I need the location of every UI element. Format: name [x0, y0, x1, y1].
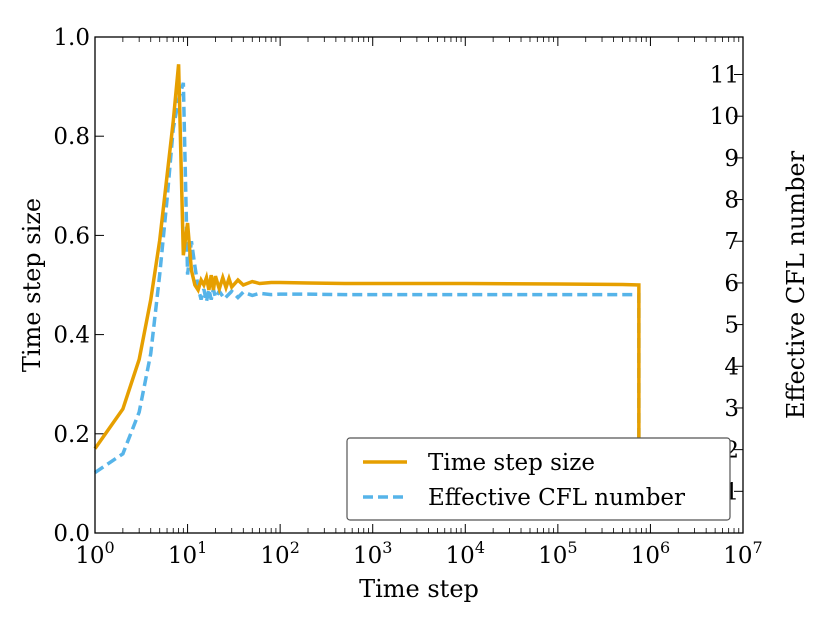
y-tick-label: 0.4 — [53, 323, 90, 349]
x-tick-labels: 100 101 102 103 104 105 106 107 — [75, 538, 762, 569]
y2-tick-label: 10 — [710, 104, 739, 130]
y2-tick-label: 5 — [724, 313, 739, 339]
legend-label-effective-cfl-number: Effective CFL number — [428, 485, 685, 511]
y2-tick-label: 11 — [710, 63, 739, 89]
legend-box — [346, 437, 731, 521]
y-tick-label: 0.6 — [53, 223, 90, 249]
y-axis-label: Time step size — [18, 198, 46, 372]
x-tick-label: 103 — [353, 538, 392, 569]
y-tick-label: 0.0 — [53, 521, 90, 547]
y2-tick-label: 6 — [724, 271, 739, 297]
y2-tick-marks — [734, 74, 743, 492]
x-tick-label: 101 — [168, 538, 207, 569]
series-layer — [93, 64, 641, 475]
y-tick-label: 0.8 — [53, 124, 90, 150]
legend: Time step size Effective CFL number — [346, 437, 731, 521]
legend-label-time-step-size: Time step size — [428, 450, 595, 476]
y2-tick-label: 7 — [724, 229, 739, 255]
x-tick-label: 104 — [446, 538, 485, 569]
y2-tick-label: 8 — [724, 188, 739, 214]
x-tick-label: 106 — [631, 538, 670, 569]
y-tick-label: 1.0 — [53, 25, 90, 51]
x-tick-marks — [94, 37, 744, 533]
y2-tick-label: 9 — [724, 146, 739, 172]
x-tick-label: 102 — [260, 538, 299, 569]
y2-axis-label: Effective CFL number — [782, 150, 810, 419]
x-tick-label: 107 — [723, 538, 762, 569]
x-axis-label: Time step — [359, 575, 479, 603]
y2-tick-label: 4 — [724, 354, 739, 380]
y-tick-labels: 0.0 0.2 0.4 0.6 0.8 1.0 — [53, 25, 90, 547]
x-tick-label: 105 — [538, 538, 577, 569]
plot-frame — [94, 36, 744, 534]
y2-tick-label: 3 — [724, 396, 739, 422]
y-tick-label: 0.2 — [53, 422, 90, 448]
x-tick-label: 100 — [75, 538, 114, 569]
series-line-time-step-size — [93, 64, 641, 454]
